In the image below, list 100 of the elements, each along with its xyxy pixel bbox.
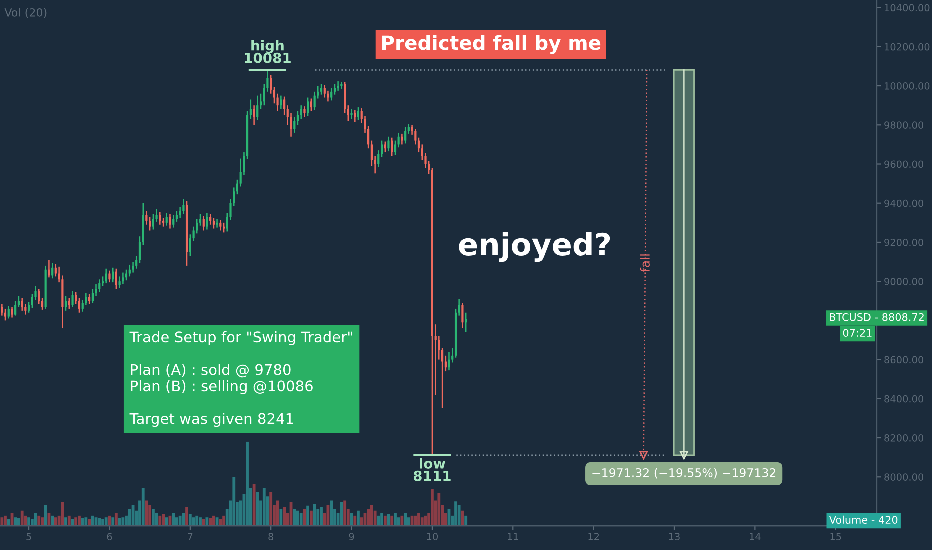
bar [458, 504, 461, 526]
bar [192, 518, 196, 526]
y-tick-label: 9200.00 [884, 238, 924, 246]
bar [360, 518, 364, 526]
candlestick [169, 214, 172, 230]
candlestick [159, 212, 162, 226]
annotation: −1971.32 (−19.55%) −197132 [592, 468, 776, 479]
candlestick [334, 83, 336, 96]
bar [454, 502, 458, 526]
candlestick [122, 272, 124, 286]
bar [91, 516, 94, 526]
bar [270, 492, 273, 526]
candlestick [357, 106, 360, 121]
bar [394, 513, 397, 526]
candlestick [92, 288, 94, 304]
candlestick [330, 87, 333, 102]
bar [390, 516, 394, 526]
bar [0, 518, 4, 526]
bar [38, 516, 41, 526]
candlestick [414, 128, 417, 146]
bar [186, 508, 188, 526]
bar [300, 513, 303, 526]
candlestick [212, 217, 216, 230]
bar [283, 508, 286, 526]
bar [4, 516, 7, 526]
candlestick [118, 276, 121, 290]
bar [84, 518, 88, 526]
bar [320, 508, 323, 526]
candlestick [398, 132, 400, 148]
candlestick [306, 97, 310, 117]
bar [81, 518, 84, 526]
bar [232, 477, 236, 526]
bar [370, 504, 374, 526]
annotation: high 10081 [245, 40, 291, 64]
candlestick [216, 218, 218, 228]
bar [88, 519, 92, 526]
bar [64, 518, 68, 526]
bar [414, 516, 418, 526]
annotation: BTCUSD - 8808.72 [830, 313, 924, 322]
bar [158, 516, 162, 526]
candlestick [294, 116, 296, 134]
y-tick-label: 10400.00 [885, 4, 930, 12]
candlestick [115, 268, 118, 290]
bar [172, 513, 176, 526]
bar [68, 516, 71, 526]
candlestick [220, 219, 222, 232]
bar [142, 488, 145, 526]
bar [340, 502, 344, 526]
candlestick [462, 302, 464, 330]
bar [306, 506, 310, 526]
y-tick-label: 9000.00 [884, 278, 924, 286]
candlestick [448, 351, 450, 372]
bar [256, 492, 260, 526]
candlestick [253, 104, 256, 126]
candlestick [280, 95, 282, 110]
x-tick-label: 13 [669, 533, 680, 540]
annotation: 07:21 [843, 329, 872, 338]
bar [384, 516, 387, 526]
candlestick [206, 212, 208, 230]
candlestick [48, 259, 50, 278]
candlestick [128, 264, 131, 278]
candlestick [146, 210, 148, 226]
candlestick [8, 305, 10, 320]
bar [252, 484, 256, 526]
annotation: low 8111 [414, 458, 451, 482]
annotation: Volume - 420 [829, 516, 898, 524]
bar [431, 488, 434, 526]
bar [14, 518, 18, 526]
bar [61, 502, 64, 526]
y-tick-label: 8400.00 [884, 395, 924, 403]
candlestick [324, 84, 326, 98]
bar [464, 516, 468, 526]
bar [400, 516, 404, 526]
candlestick [18, 296, 20, 308]
candlestick [202, 215, 205, 232]
bar [296, 510, 300, 526]
y-tick-label: 8600.00 [884, 356, 924, 364]
y-tick-label: 9400.00 [884, 200, 924, 208]
candlestick [105, 268, 108, 284]
bar [118, 518, 122, 526]
bar [104, 518, 108, 526]
bar [54, 518, 58, 526]
bar [122, 518, 125, 526]
x-tick-label: 12 [588, 533, 600, 540]
bar [310, 510, 313, 526]
bar [152, 509, 155, 526]
bar [330, 500, 334, 526]
bar [367, 509, 370, 526]
candlestick [347, 104, 350, 122]
candlestick [465, 312, 468, 334]
bar [420, 518, 424, 526]
bar [246, 442, 249, 526]
candlestick [320, 83, 323, 96]
bar [112, 518, 115, 526]
bar [7, 519, 10, 526]
bar [196, 516, 199, 526]
x-tick-label: 8 [268, 533, 274, 540]
bar [20, 510, 24, 526]
x-tick-label: 5 [26, 533, 32, 540]
y-tick-label: 9800.00 [884, 122, 924, 129]
